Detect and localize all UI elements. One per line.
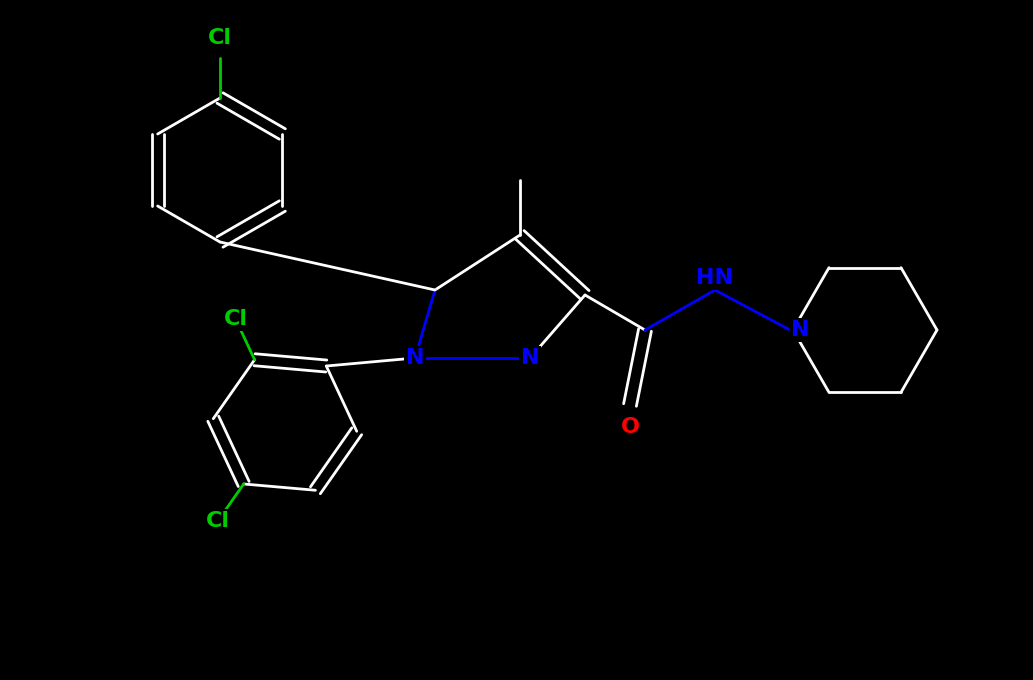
Text: Cl: Cl [208,28,232,48]
Text: HN: HN [696,268,733,288]
Text: N: N [790,320,809,340]
Text: Cl: Cl [223,309,248,329]
Text: Cl: Cl [206,511,230,531]
Text: N: N [521,348,539,368]
Text: N: N [406,348,425,368]
Text: O: O [621,417,639,437]
